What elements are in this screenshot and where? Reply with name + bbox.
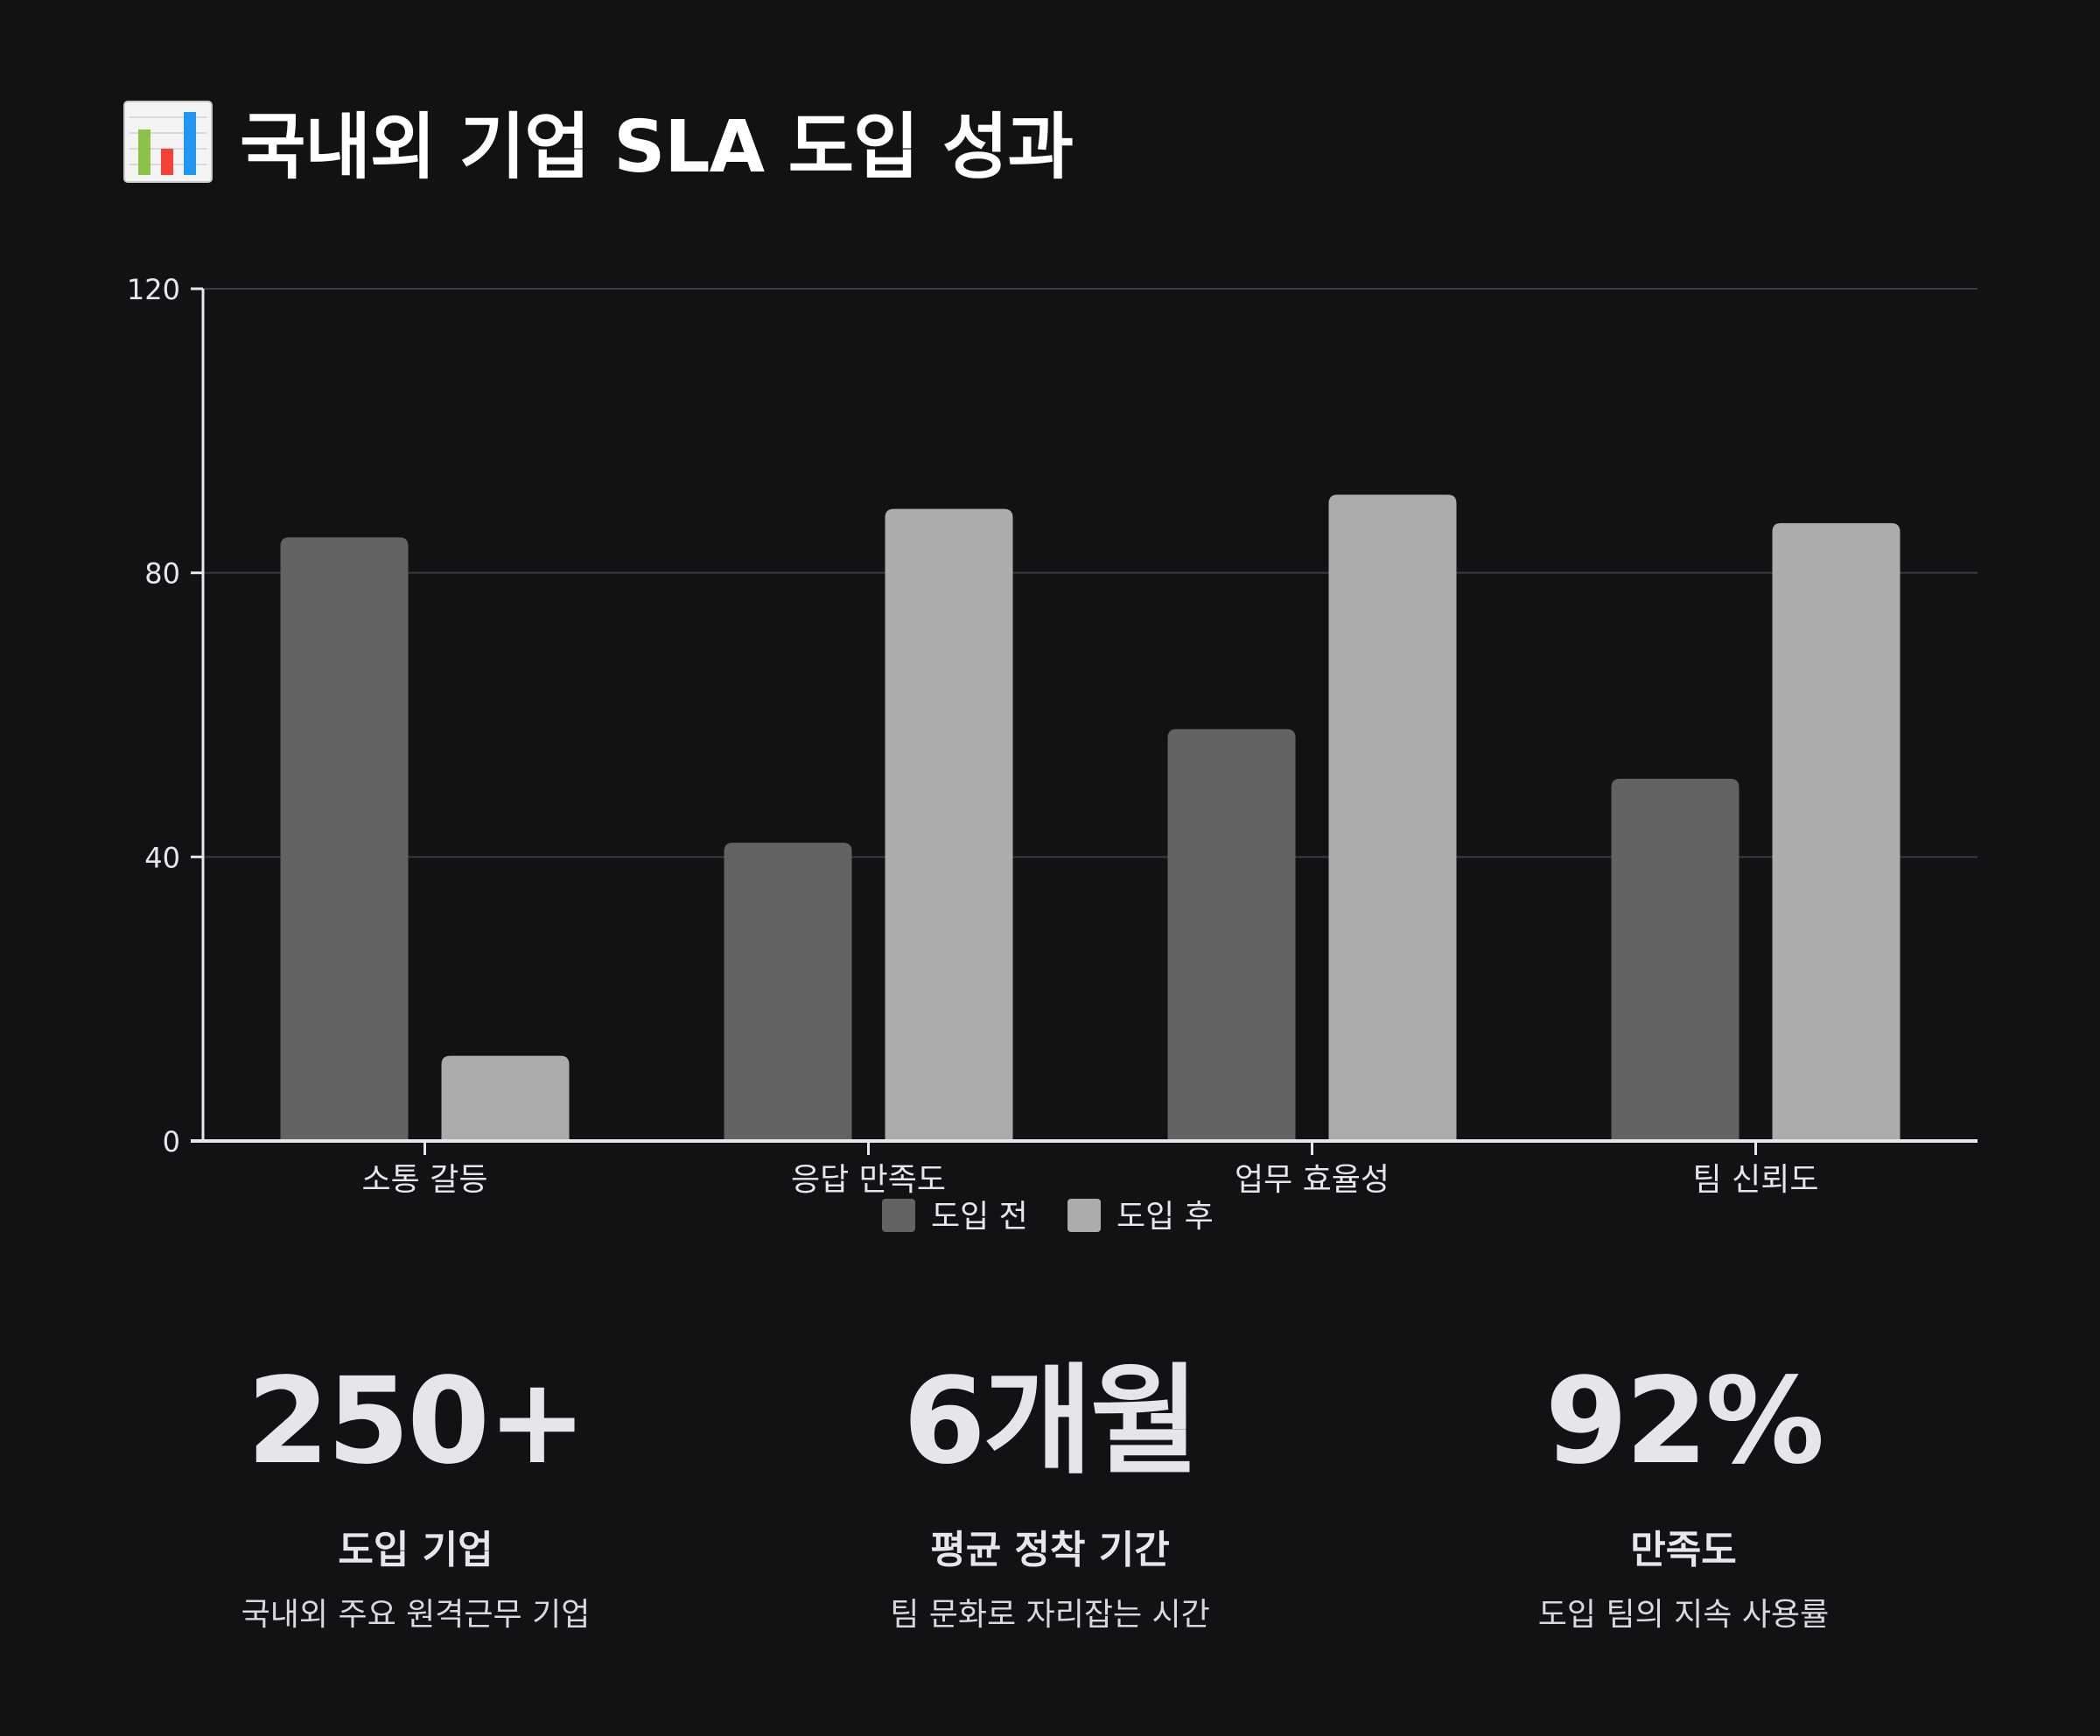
legend-swatch (1068, 1199, 1101, 1232)
stat-label: 평균 정착 기간 (930, 1528, 1170, 1572)
x-tick-label: 소통 갈등 (362, 1162, 488, 1198)
y-tick-label: 40 (144, 841, 180, 874)
y-tick-label: 0 (163, 1125, 180, 1158)
bar-before (724, 843, 852, 1141)
stat-label: 만족도 (1630, 1528, 1737, 1572)
title-row: 국내외 기업 SLA 도입 성과 (122, 88, 1074, 192)
bar-after (1328, 494, 1457, 1141)
bar-before (1167, 729, 1296, 1141)
y-tick-label: 80 (144, 557, 180, 591)
bar-after (441, 1055, 570, 1141)
stat-card-companies: 250+ 도입 기업 국내외 주요 원격근무 기업 (109, 1348, 722, 1636)
legend-label: 도입 후 (1116, 1199, 1214, 1235)
bar-chart-icon (123, 101, 213, 183)
x-tick-label: 응답 만족도 (791, 1162, 946, 1198)
legend-label: 도입 전 (931, 1199, 1028, 1235)
stat-card-satisfaction: 92% 만족도 도입 팀의 지속 사용률 (1377, 1348, 1990, 1636)
bar-after (1772, 522, 1900, 1141)
x-tick-label: 업무 효율성 (1235, 1162, 1390, 1198)
stat-description: 도입 팀의 지속 사용률 (1537, 1597, 1830, 1633)
stat-description: 팀 문화로 자리잡는 시간 (890, 1597, 1210, 1633)
page-title: 국내외 기업 SLA 도입 성과 (240, 105, 1074, 189)
stat-value: 250+ (247, 1353, 587, 1491)
bar-after (885, 508, 1013, 1141)
bar-before (1611, 779, 1740, 1141)
stat-label: 도입 기업 (338, 1528, 494, 1572)
stat-value: 92% (1544, 1353, 1825, 1491)
stat-description: 국내외 주요 원격근무 기업 (241, 1597, 591, 1633)
y-tick-label: 120 (127, 273, 180, 306)
x-tick-label: 팀 신뢰도 (1693, 1162, 1819, 1198)
stat-value: 6개월 (903, 1353, 1200, 1491)
bar-before (280, 537, 409, 1141)
legend-swatch (882, 1199, 915, 1232)
stat-card-period: 6개월 평균 정착 기간 팀 문화로 자리잡는 시간 (744, 1348, 1356, 1636)
